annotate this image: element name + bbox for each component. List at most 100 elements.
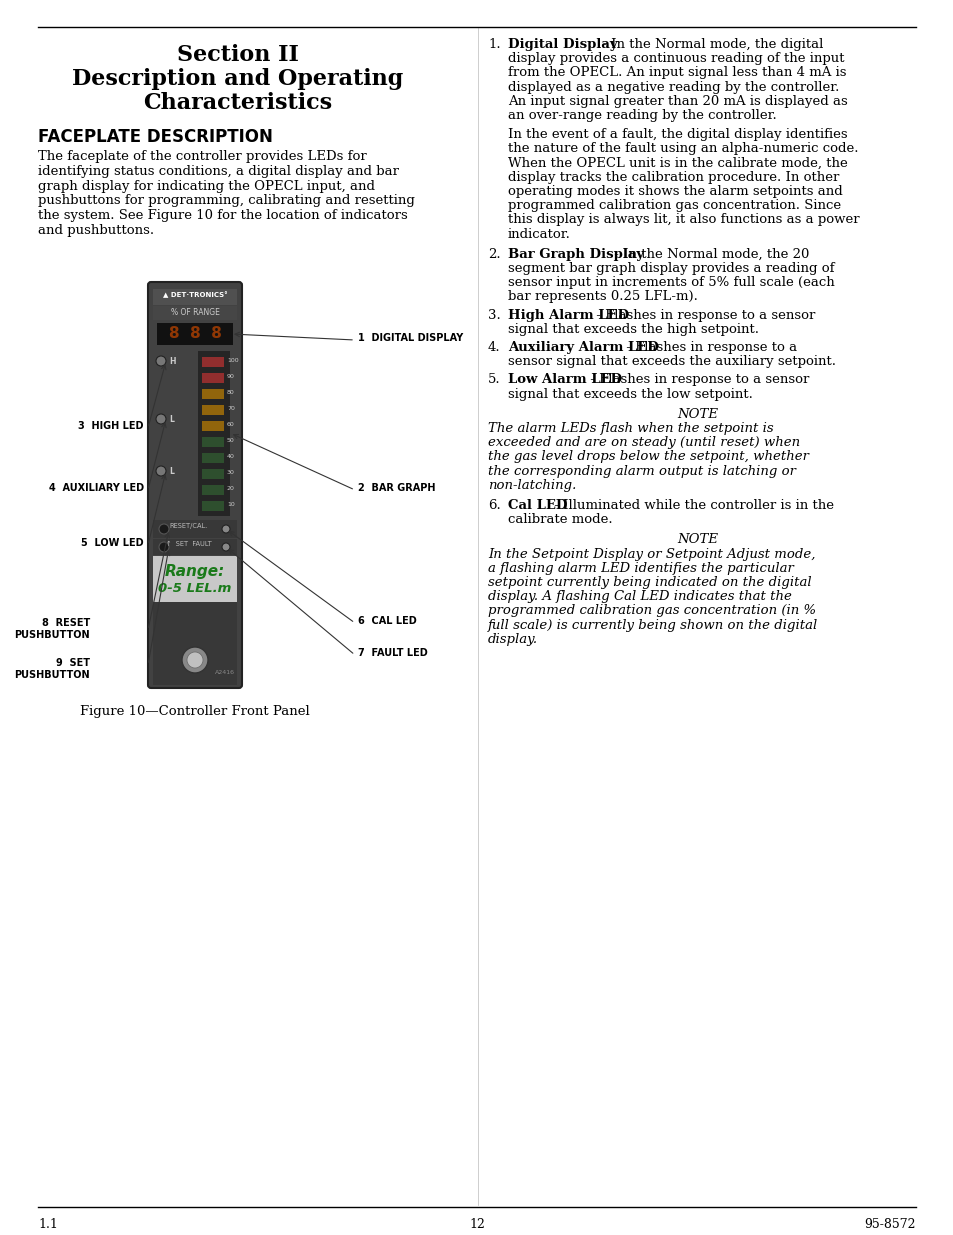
Circle shape <box>156 414 166 424</box>
Text: programmed calibration gas concentration. Since: programmed calibration gas concentration… <box>507 199 841 212</box>
Circle shape <box>182 647 208 673</box>
Text: - Flashes in response to a sensor: - Flashes in response to a sensor <box>585 373 808 387</box>
Text: 20: 20 <box>227 487 234 492</box>
Text: 6  CAL LED: 6 CAL LED <box>357 616 416 626</box>
Text: 40: 40 <box>227 454 234 459</box>
Text: setpoint currently being indicated on the digital: setpoint currently being indicated on th… <box>488 576 811 589</box>
Text: exceeded and are on steady (until reset) when: exceeded and are on steady (until reset)… <box>488 436 800 450</box>
Text: - In the Normal mode, the digital: - In the Normal mode, the digital <box>598 38 822 51</box>
Text: 5  LOW LED: 5 LOW LED <box>81 538 144 548</box>
Text: 7  FAULT LED: 7 FAULT LED <box>357 648 427 658</box>
Text: Figure 10—Controller Front Panel: Figure 10—Controller Front Panel <box>80 705 310 718</box>
Text: 60: 60 <box>227 422 234 427</box>
Text: 50: 50 <box>227 438 234 443</box>
Text: NOTE: NOTE <box>677 408 718 421</box>
Text: indicator.: indicator. <box>507 227 570 241</box>
Text: High Alarm LED: High Alarm LED <box>507 309 628 321</box>
Text: When the OPECL unit is in the calibrate mode, the: When the OPECL unit is in the calibrate … <box>507 157 847 169</box>
Text: the corresponding alarm output is latching or: the corresponding alarm output is latchi… <box>488 464 795 478</box>
Text: 1  DIGITAL DISPLAY: 1 DIGITAL DISPLAY <box>357 333 463 343</box>
Text: 9  SET: 9 SET <box>56 658 90 668</box>
Text: H: H <box>169 357 175 366</box>
Text: a flashing alarm LED identifies the particular: a flashing alarm LED identifies the part… <box>488 562 793 574</box>
Bar <box>152 538 236 555</box>
Text: programmed calibration gas concentration (in %: programmed calibration gas concentration… <box>488 604 815 618</box>
Text: Auxiliary Alarm LED: Auxiliary Alarm LED <box>507 341 659 354</box>
Bar <box>152 306 236 320</box>
Text: display.: display. <box>488 632 537 646</box>
Bar <box>202 373 224 383</box>
Text: operating modes it shows the alarm setpoints and: operating modes it shows the alarm setpo… <box>507 185 841 198</box>
Circle shape <box>156 466 166 475</box>
Text: Description and Operating: Description and Operating <box>72 68 403 90</box>
Bar <box>202 469 224 479</box>
Text: display provides a continuous reading of the input: display provides a continuous reading of… <box>507 52 843 65</box>
Text: the system. See Figure 10 for the location of indicators: the system. See Figure 10 for the locati… <box>38 209 407 222</box>
Bar <box>202 389 224 399</box>
Text: Cal LED: Cal LED <box>507 499 567 513</box>
Bar <box>202 357 224 367</box>
Text: the nature of the fault using an alpha-numeric code.: the nature of the fault using an alpha-n… <box>507 142 858 156</box>
Text: calibrate mode.: calibrate mode. <box>507 514 612 526</box>
Text: An input signal greater than 20 mA is displayed as: An input signal greater than 20 mA is di… <box>507 95 847 107</box>
Text: ↑  SET  FAULT: ↑ SET FAULT <box>166 541 212 547</box>
Text: 1.1: 1.1 <box>38 1218 58 1231</box>
Text: - Flashes in response to a sensor: - Flashes in response to a sensor <box>592 309 815 321</box>
Text: 5.: 5. <box>488 373 500 387</box>
Text: Digital Display: Digital Display <box>507 38 617 51</box>
Bar <box>202 405 224 415</box>
Circle shape <box>156 356 166 366</box>
Text: 4.: 4. <box>488 341 500 354</box>
Text: 12: 12 <box>469 1218 484 1231</box>
Text: 6.: 6. <box>488 499 500 513</box>
Bar <box>152 520 236 538</box>
Text: 0-5 LEL.m: 0-5 LEL.m <box>158 582 232 595</box>
Text: PUSHBUTTON: PUSHBUTTON <box>14 630 90 640</box>
Bar <box>202 437 224 447</box>
Circle shape <box>187 652 203 668</box>
Text: 2.: 2. <box>488 248 500 261</box>
Text: bar represents 0.25 LFL-m).: bar represents 0.25 LFL-m). <box>507 290 698 304</box>
Text: 1.: 1. <box>488 38 500 51</box>
Circle shape <box>159 542 169 552</box>
Text: sensor signal that exceeds the auxiliary setpoint.: sensor signal that exceeds the auxiliary… <box>507 356 835 368</box>
Text: segment bar graph display provides a reading of: segment bar graph display provides a rea… <box>507 262 834 275</box>
Text: Range:: Range: <box>165 564 225 579</box>
Text: pushbuttons for programming, calibrating and resetting: pushbuttons for programming, calibrating… <box>38 194 415 207</box>
Text: 8  8  8: 8 8 8 <box>169 326 221 341</box>
Text: from the OPECL. An input signal less than 4 mA is: from the OPECL. An input signal less tha… <box>507 67 845 79</box>
Text: the gas level drops below the setpoint, whether: the gas level drops below the setpoint, … <box>488 451 808 463</box>
Text: 4  AUXILIARY LED: 4 AUXILIARY LED <box>49 483 144 493</box>
Text: 95-8572: 95-8572 <box>863 1218 915 1231</box>
Text: Low Alarm LED: Low Alarm LED <box>507 373 621 387</box>
Text: 3.: 3. <box>488 309 500 321</box>
Text: L: L <box>169 467 173 475</box>
Bar <box>152 601 236 685</box>
Circle shape <box>222 525 230 534</box>
Bar <box>202 485 224 495</box>
Text: 2  BAR GRAPH: 2 BAR GRAPH <box>357 483 435 493</box>
Bar <box>152 289 236 305</box>
Text: RESET/CAL.: RESET/CAL. <box>170 522 208 529</box>
Text: - Flashes in response to a: - Flashes in response to a <box>621 341 797 354</box>
Text: 30: 30 <box>227 471 234 475</box>
Text: signal that exceeds the high setpoint.: signal that exceeds the high setpoint. <box>507 322 759 336</box>
Text: displayed as a negative reading by the controller.: displayed as a negative reading by the c… <box>507 80 839 94</box>
Text: an over-range reading by the controller.: an over-range reading by the controller. <box>507 109 776 122</box>
Bar <box>157 324 233 345</box>
Text: - Illuminated while the controller is in the: - Illuminated while the controller is in… <box>550 499 833 513</box>
Text: % OF RANGE: % OF RANGE <box>171 308 219 317</box>
Text: 100: 100 <box>227 358 238 363</box>
Text: Section II: Section II <box>177 44 298 65</box>
Text: this display is always lit, it also functions as a power: this display is always lit, it also func… <box>507 214 859 226</box>
Circle shape <box>222 543 230 551</box>
Text: The faceplate of the controller provides LEDs for: The faceplate of the controller provides… <box>38 149 366 163</box>
Text: 3  HIGH LED: 3 HIGH LED <box>78 421 144 431</box>
Text: 80: 80 <box>227 390 234 395</box>
Text: Characteristics: Characteristics <box>143 91 333 114</box>
Text: - In the Normal mode, the 20: - In the Normal mode, the 20 <box>609 248 808 261</box>
Text: 70: 70 <box>227 406 234 411</box>
Bar <box>152 556 236 601</box>
Bar <box>198 351 230 516</box>
FancyBboxPatch shape <box>148 282 242 688</box>
